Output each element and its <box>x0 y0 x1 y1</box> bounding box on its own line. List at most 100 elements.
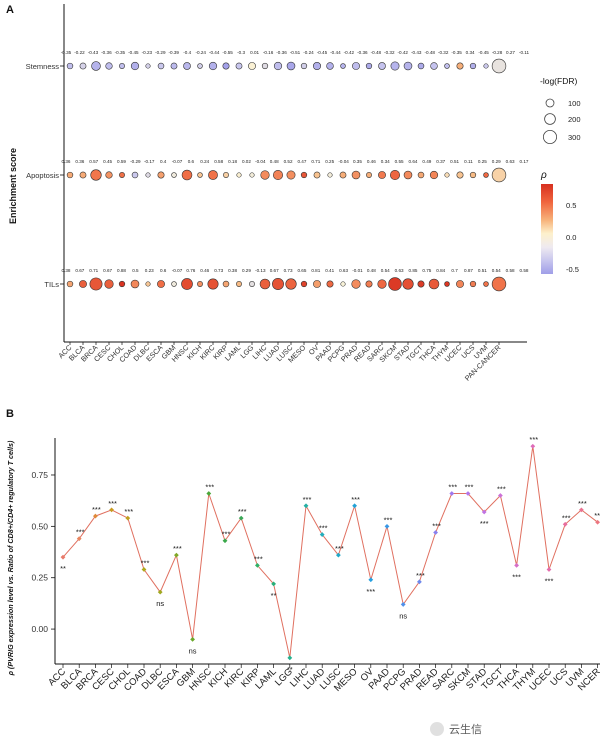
significance-cesc: *** <box>108 499 117 508</box>
rho-label: 0.84 <box>436 268 445 273</box>
point-acc <box>60 554 66 560</box>
bubble-tils-lgg <box>249 281 255 287</box>
significance-acc: ** <box>60 564 66 573</box>
bubble-tils-stad <box>402 278 414 290</box>
rho-label: -0.42 <box>398 50 409 55</box>
rho-label: 0.46 <box>200 268 209 273</box>
row-apoptosis: Apoptosis 0.36 0.36 0.57 0.45 0.59 -0.29 -0.17 0… <box>26 159 529 183</box>
rho-label: 0.54 <box>381 268 390 273</box>
rho-label: 0.01 <box>250 50 259 55</box>
significance-luad: *** <box>319 524 328 533</box>
significance-tgct: *** <box>497 485 506 494</box>
bubble-tils-ucs <box>469 280 477 288</box>
rho-label: -0.45 <box>478 50 489 55</box>
bubble-stemness-pan-cancer <box>491 58 507 74</box>
point-paad <box>384 523 390 529</box>
point-thca <box>514 562 519 568</box>
panel-b-y-ticks: 0.75 0.50 0.25 0.00 <box>31 470 55 634</box>
watermark: 云生信 <box>430 722 482 736</box>
point-luad <box>319 532 325 537</box>
rho-label: 0.7 <box>451 268 458 273</box>
bubble-stemness-ov <box>312 61 322 71</box>
point-tgct <box>498 493 503 498</box>
bubble-tils-thym <box>444 281 450 287</box>
bubble-apoptosis-luad <box>272 169 284 181</box>
bubble-apoptosis-kirp <box>223 172 229 178</box>
bubble-apoptosis-lgg <box>249 172 255 178</box>
significance-thym: *** <box>529 435 538 444</box>
bubble-stemness-kirc <box>208 61 218 71</box>
rho-label: 0.67 <box>103 268 112 273</box>
bubble-stemness-skcm <box>390 61 400 71</box>
rho-label: -0.48 <box>371 50 382 55</box>
rho-label: 0.29 <box>492 159 501 164</box>
bubble-stemness-cesc <box>105 62 113 70</box>
bubble-tils-luad <box>272 278 284 290</box>
significance-dlbc: ns <box>156 599 164 608</box>
bubble-stemness-stad <box>403 61 413 71</box>
point-uvm <box>579 507 584 513</box>
rho-label: 0.48 <box>367 268 376 273</box>
panel-b-ylabel: ρ (PVRIG expression level vs. Ratio of C… <box>6 440 15 676</box>
significance-lusc: *** <box>335 544 344 553</box>
rho-label: -0.36 <box>101 50 112 55</box>
significance-kirp: *** <box>254 554 263 563</box>
bubble-apoptosis-read <box>366 172 372 178</box>
panel-a-x-ticks: ACCBLCABRCACESCCHOLCOADDLBCESCAGBMHNSCKI… <box>56 342 502 383</box>
point-stad <box>481 509 487 515</box>
rho-label: -0.4 <box>183 50 191 55</box>
bubble-stemness-uvm <box>483 63 489 69</box>
size-legend-label-100: 100 <box>568 99 581 108</box>
bubble-apoptosis-lihc <box>260 170 270 180</box>
bubble-stemness-ucs <box>469 62 477 70</box>
bubble-tils-prad <box>351 279 361 289</box>
rho-label: 0.35 <box>353 159 362 164</box>
bubble-stemness-sarc <box>378 62 386 70</box>
point-hnsc <box>206 491 212 496</box>
bubble-tils-ucec <box>456 280 464 288</box>
size-legend-label-300: 300 <box>568 133 581 142</box>
rho-label: 0.18 <box>228 159 237 164</box>
bubble-tils-thca <box>428 278 440 290</box>
point-ucs <box>562 521 568 527</box>
y-tick-label: 0.25 <box>31 573 48 583</box>
rho-label: 0.59 <box>117 159 126 164</box>
rho-label: 0.23 <box>145 268 154 273</box>
bubble-stemness-esca <box>157 62 165 70</box>
bubble-stemness-brca <box>91 61 101 71</box>
rho-label: 0.34 <box>381 159 390 164</box>
significance-brca: *** <box>92 505 101 514</box>
bubble-stemness-pcpg <box>340 63 346 69</box>
bubble-stemness-laml <box>235 62 243 70</box>
bubble-apoptosis-laml <box>236 172 242 178</box>
size-legend: -log(FDR) 100 200 300 <box>540 76 581 144</box>
rho-label: 0.6 <box>188 159 195 164</box>
rho-label: 0.34 <box>466 50 475 55</box>
bubble-tils-pcpg <box>340 281 346 287</box>
point-lusc <box>336 552 341 558</box>
point-kich <box>222 538 228 544</box>
point-dlbc <box>157 589 163 595</box>
point-meso <box>352 503 357 509</box>
bubble-apoptosis-dlbc <box>145 172 151 178</box>
point-lgg <box>287 655 293 661</box>
bubble-tils-blca <box>79 280 87 288</box>
bubble-apoptosis-paad <box>327 172 333 178</box>
rho-label: -0.45 <box>128 50 139 55</box>
watermark-text: 云生信 <box>449 722 482 736</box>
rho-label: 0.46 <box>367 159 376 164</box>
bubble-apoptosis-thym <box>444 172 450 178</box>
rho-label: 0.63 <box>395 268 404 273</box>
bubble-tils-brca <box>89 277 103 291</box>
size-legend-circle-100 <box>545 98 555 108</box>
panel-a-ylabel: Enrichment score <box>8 148 18 224</box>
color-legend-title: ρ <box>540 170 547 181</box>
rho-label: -0.04 <box>255 159 266 164</box>
rho-label: 0.5 <box>132 268 139 273</box>
series-line <box>62 446 598 658</box>
panel-b-x-ticks: ACCBLCABRCACESCCHOLCOADDLBCESCAGBMHNSCKI… <box>46 664 600 694</box>
size-legend-title: -log(FDR) <box>540 76 577 86</box>
rho-label: -0.29 <box>130 159 141 164</box>
rho-label: 0.76 <box>186 268 195 273</box>
